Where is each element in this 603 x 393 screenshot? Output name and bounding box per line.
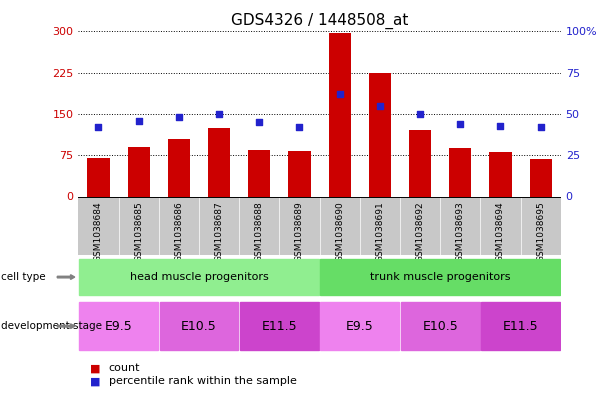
Bar	[78, 196, 119, 255]
Point	[415, 111, 425, 117]
Bar	[199, 196, 239, 255]
Point	[174, 114, 184, 120]
Bar	[239, 196, 279, 255]
Bar	[79, 302, 158, 351]
Bar	[520, 196, 561, 255]
Bar	[369, 73, 391, 196]
Text: GSM1038691: GSM1038691	[376, 201, 384, 262]
Text: GSM1038684: GSM1038684	[94, 201, 103, 262]
Text: E9.5: E9.5	[346, 320, 374, 333]
Bar	[440, 196, 481, 255]
Point	[254, 119, 264, 125]
Text: GSM1038694: GSM1038694	[496, 201, 505, 262]
Point	[496, 122, 505, 129]
Bar	[240, 302, 319, 351]
Text: trunk muscle progenitors: trunk muscle progenitors	[370, 272, 511, 282]
Bar	[481, 196, 520, 255]
Point	[536, 124, 546, 130]
Text: E11.5: E11.5	[503, 320, 538, 333]
Bar	[160, 302, 238, 351]
Bar	[128, 147, 150, 196]
Text: GSM1038692: GSM1038692	[415, 201, 425, 262]
Bar	[320, 196, 360, 255]
Bar	[360, 196, 400, 255]
Point	[295, 124, 305, 130]
Bar	[481, 302, 560, 351]
Point	[375, 103, 385, 109]
Bar	[329, 33, 351, 196]
Bar	[279, 196, 320, 255]
Bar	[529, 159, 552, 196]
Bar	[208, 128, 230, 196]
Bar	[409, 130, 431, 196]
Text: GSM1038690: GSM1038690	[335, 201, 344, 262]
Bar	[79, 259, 319, 295]
Text: GSM1038687: GSM1038687	[215, 201, 224, 262]
Title: GDS4326 / 1448508_at: GDS4326 / 1448508_at	[231, 13, 408, 29]
Text: GSM1038685: GSM1038685	[134, 201, 143, 262]
Text: E10.5: E10.5	[181, 320, 217, 333]
Bar	[87, 158, 110, 196]
Bar	[449, 148, 472, 196]
Bar	[400, 196, 440, 255]
Point	[335, 91, 344, 97]
Bar	[320, 302, 399, 351]
Bar	[248, 150, 270, 196]
Bar	[490, 152, 511, 196]
Text: percentile rank within the sample: percentile rank within the sample	[109, 376, 297, 386]
Bar	[119, 196, 159, 255]
Text: GSM1038686: GSM1038686	[174, 201, 183, 262]
Bar	[159, 196, 199, 255]
Text: development stage: development stage	[1, 321, 101, 331]
Text: GSM1038695: GSM1038695	[536, 201, 545, 262]
Text: count: count	[109, 363, 140, 373]
Point	[214, 111, 224, 117]
Bar	[288, 151, 311, 196]
Text: E10.5: E10.5	[422, 320, 458, 333]
Text: cell type: cell type	[1, 272, 45, 282]
Point	[134, 118, 144, 124]
Text: GSM1038693: GSM1038693	[456, 201, 465, 262]
Text: head muscle progenitors: head muscle progenitors	[130, 272, 268, 282]
Text: E9.5: E9.5	[105, 320, 133, 333]
Bar	[168, 139, 190, 196]
Bar	[401, 302, 479, 351]
Bar	[320, 259, 560, 295]
Text: GSM1038689: GSM1038689	[295, 201, 304, 262]
Text: GSM1038688: GSM1038688	[255, 201, 264, 262]
Point	[93, 124, 103, 130]
Text: E11.5: E11.5	[262, 320, 297, 333]
Point	[455, 121, 465, 127]
Text: ■: ■	[90, 376, 101, 386]
Text: ■: ■	[90, 363, 101, 373]
